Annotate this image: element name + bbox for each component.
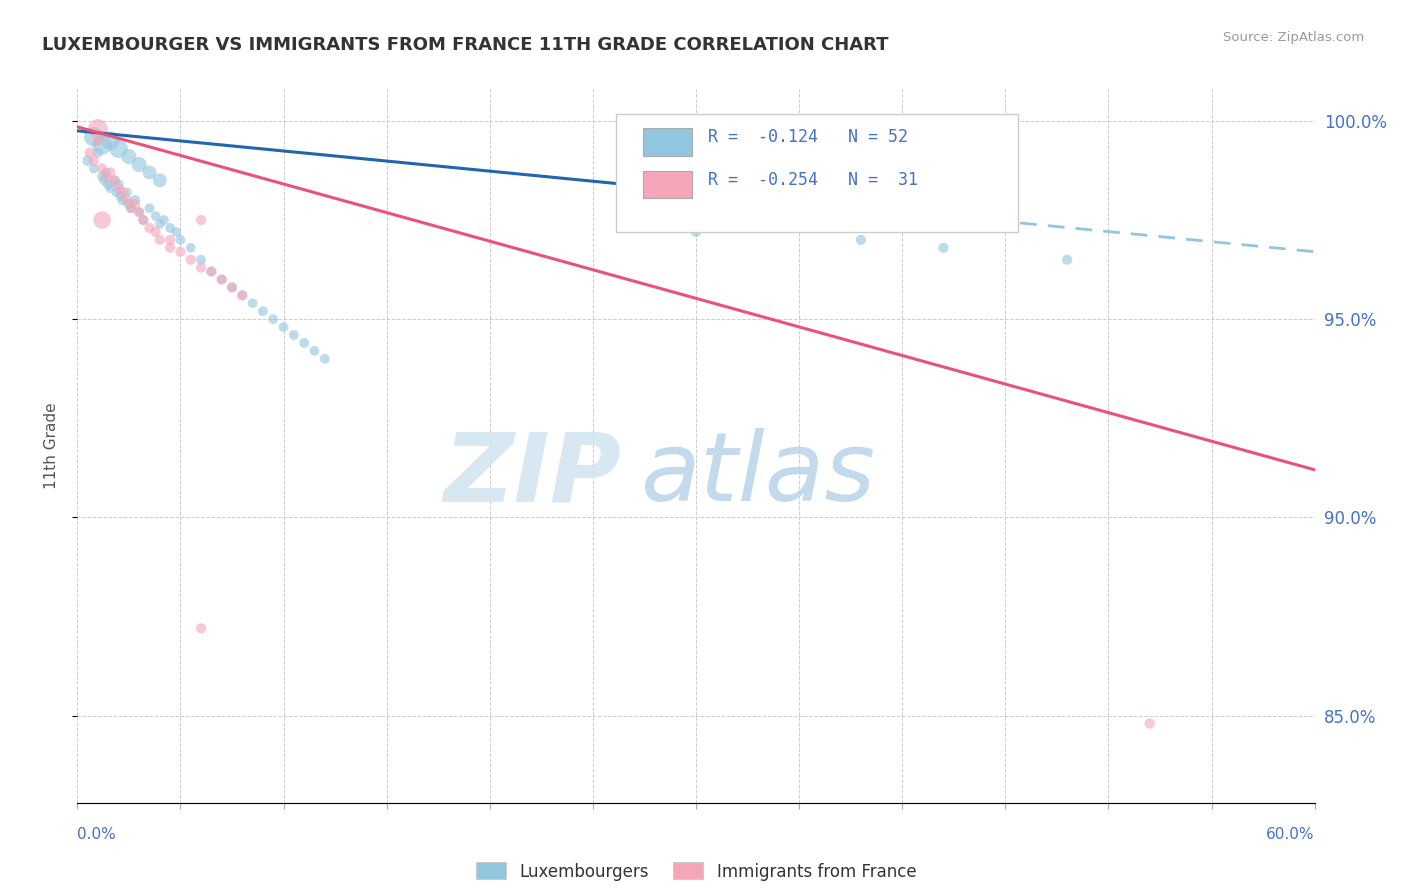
Point bbox=[159, 221, 181, 235]
Point bbox=[91, 213, 114, 227]
Point bbox=[132, 213, 155, 227]
Point bbox=[221, 280, 243, 294]
Point bbox=[149, 217, 172, 231]
Text: atlas: atlas bbox=[640, 428, 876, 521]
Text: R =  -0.124   N = 52: R = -0.124 N = 52 bbox=[709, 128, 908, 146]
Point bbox=[252, 304, 274, 318]
Point bbox=[118, 197, 141, 211]
Point bbox=[120, 201, 142, 215]
Point bbox=[1139, 716, 1161, 731]
Point bbox=[304, 343, 326, 358]
Bar bbox=[643, 171, 692, 198]
Point bbox=[159, 241, 181, 255]
Point bbox=[314, 351, 336, 366]
Point bbox=[83, 161, 105, 176]
Point bbox=[79, 145, 101, 160]
Point bbox=[1056, 252, 1078, 267]
Point bbox=[165, 225, 187, 239]
Bar bbox=[643, 128, 692, 155]
Point bbox=[103, 173, 125, 187]
Point bbox=[190, 621, 212, 635]
Point bbox=[128, 205, 150, 219]
Point bbox=[124, 193, 146, 207]
Point bbox=[231, 288, 253, 302]
Text: LUXEMBOURGER VS IMMIGRANTS FROM FRANCE 11TH GRADE CORRELATION CHART: LUXEMBOURGER VS IMMIGRANTS FROM FRANCE 1… bbox=[42, 36, 889, 54]
Point bbox=[221, 280, 243, 294]
Point bbox=[211, 272, 233, 286]
Point bbox=[231, 288, 253, 302]
Point bbox=[91, 137, 114, 152]
Legend: Luxembourgers, Immigrants from France: Luxembourgers, Immigrants from France bbox=[470, 855, 922, 888]
Point bbox=[93, 173, 115, 187]
Point bbox=[138, 201, 160, 215]
Point bbox=[149, 233, 172, 247]
Point bbox=[87, 145, 110, 160]
Point bbox=[292, 335, 315, 350]
Point bbox=[242, 296, 264, 310]
Point bbox=[180, 252, 202, 267]
Point bbox=[96, 169, 118, 184]
Text: 0.0%: 0.0% bbox=[77, 827, 117, 841]
Point bbox=[107, 181, 129, 195]
Point bbox=[118, 150, 141, 164]
Point bbox=[685, 225, 707, 239]
Point bbox=[87, 121, 110, 136]
Point bbox=[180, 241, 202, 255]
Point bbox=[190, 213, 212, 227]
Point bbox=[107, 142, 129, 156]
Point bbox=[262, 312, 284, 326]
Point bbox=[98, 165, 121, 179]
Text: 60.0%: 60.0% bbox=[1267, 827, 1315, 841]
Point bbox=[138, 165, 160, 179]
Point bbox=[111, 193, 134, 207]
Point bbox=[211, 272, 233, 286]
Point bbox=[849, 233, 872, 247]
Point bbox=[169, 244, 191, 259]
Point bbox=[138, 221, 160, 235]
Point bbox=[98, 181, 121, 195]
Point bbox=[124, 197, 146, 211]
Point bbox=[97, 178, 120, 192]
Y-axis label: 11th Grade: 11th Grade bbox=[44, 402, 59, 490]
Point bbox=[190, 252, 212, 267]
Point bbox=[128, 205, 150, 219]
Point bbox=[103, 173, 125, 187]
Point bbox=[128, 157, 150, 171]
Point bbox=[83, 153, 105, 168]
Point bbox=[110, 189, 132, 203]
Point bbox=[105, 186, 128, 200]
Point bbox=[132, 213, 155, 227]
Text: ZIP: ZIP bbox=[444, 428, 621, 521]
Point bbox=[107, 178, 129, 192]
Point bbox=[115, 186, 138, 200]
Point bbox=[111, 186, 134, 200]
Point bbox=[96, 165, 118, 179]
Point bbox=[76, 153, 98, 168]
Point bbox=[145, 225, 167, 239]
Text: R =  -0.254   N =  31: R = -0.254 N = 31 bbox=[709, 171, 918, 189]
Point bbox=[283, 328, 305, 343]
Point bbox=[87, 134, 110, 148]
Point bbox=[149, 173, 172, 187]
Point bbox=[153, 213, 176, 227]
Text: Source: ZipAtlas.com: Source: ZipAtlas.com bbox=[1223, 31, 1364, 45]
Point bbox=[200, 264, 222, 278]
Point bbox=[200, 264, 222, 278]
Point bbox=[273, 320, 295, 334]
Point bbox=[91, 169, 114, 184]
Point bbox=[932, 241, 955, 255]
Point bbox=[120, 201, 142, 215]
Point bbox=[98, 134, 121, 148]
Point bbox=[190, 260, 212, 275]
Point bbox=[83, 129, 105, 144]
Point bbox=[169, 233, 191, 247]
FancyBboxPatch shape bbox=[616, 114, 1018, 232]
Point bbox=[91, 161, 114, 176]
Point bbox=[115, 193, 138, 207]
Point bbox=[145, 209, 167, 223]
Point bbox=[159, 233, 181, 247]
